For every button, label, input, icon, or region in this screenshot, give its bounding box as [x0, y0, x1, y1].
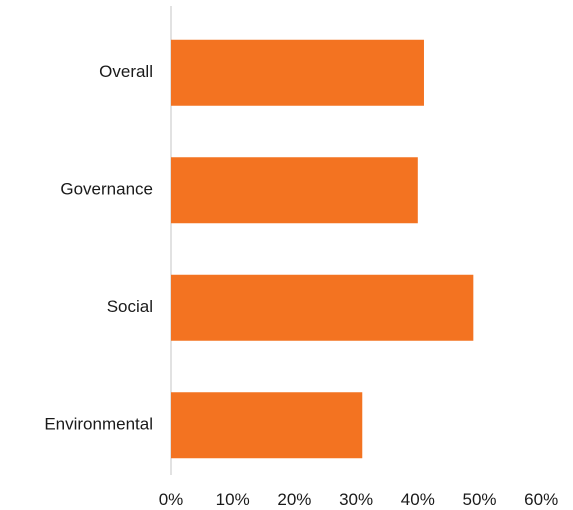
x-tick-label-30pct: 30%	[339, 490, 373, 509]
category-label-governance: Governance	[60, 180, 153, 199]
category-labels-group: Overall Governance Social Environmental	[44, 62, 153, 434]
category-label-overall: Overall	[99, 62, 153, 81]
bar-overall	[171, 39, 424, 106]
bar-social	[171, 274, 474, 341]
x-tick-label-20pct: 20%	[277, 490, 311, 509]
x-tick-label-50pct: 50%	[462, 490, 496, 509]
bar-environmental	[171, 392, 363, 459]
category-label-social: Social	[107, 297, 153, 316]
bar-governance	[171, 157, 418, 224]
x-tick-labels-group: 0% 10% 20% 30% 40% 50% 60%	[159, 490, 559, 509]
x-tick-label-0pct: 0%	[159, 490, 184, 509]
category-label-environmental: Environmental	[44, 415, 153, 434]
x-tick-label-60pct: 60%	[524, 490, 558, 509]
bars-group	[171, 39, 474, 459]
x-tick-label-40pct: 40%	[401, 490, 435, 509]
x-tick-label-10pct: 10%	[216, 490, 250, 509]
